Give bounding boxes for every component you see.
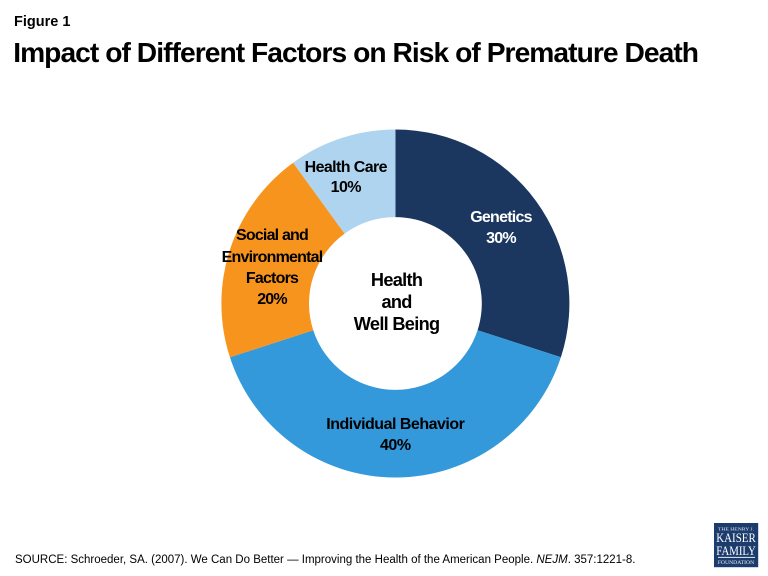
svg-text:THE HENRY J.: THE HENRY J. [718,526,754,531]
svg-text:KAISER: KAISER [716,531,756,545]
svg-text:FAMILY: FAMILY [716,544,756,558]
svg-text:FOUNDATION: FOUNDATION [718,560,755,565]
